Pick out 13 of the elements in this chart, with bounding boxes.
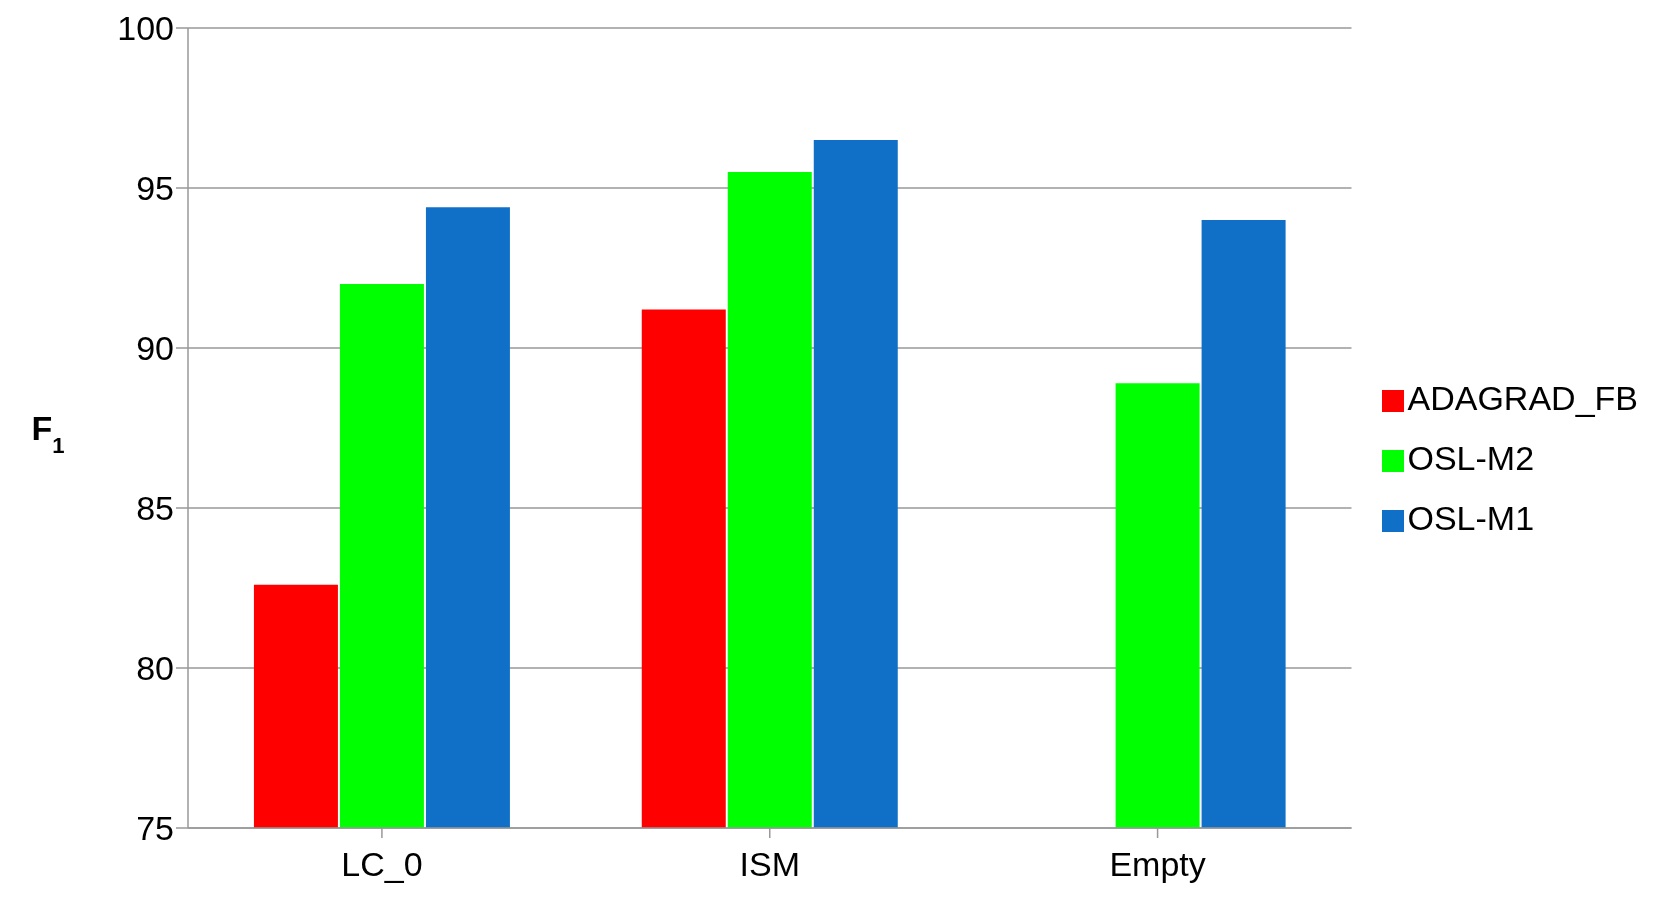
x-tick-label: LC_0 bbox=[341, 845, 423, 884]
x-tick-label: Empty bbox=[1109, 845, 1206, 884]
y-tick-label: 80 bbox=[136, 649, 174, 688]
legend-label: OSL-M1 bbox=[1407, 499, 1535, 537]
y-tick-label: 75 bbox=[136, 809, 174, 848]
y-tick-label: 90 bbox=[136, 329, 174, 368]
y-axis-title: F$_{1}$ bbox=[31, 409, 65, 458]
legend-label: ADAGRAD_FB bbox=[1407, 379, 1638, 417]
y-tick-label: 100 bbox=[117, 9, 174, 48]
y-tick-label: 85 bbox=[136, 489, 174, 528]
legend-label: OSL-M2 bbox=[1407, 439, 1535, 477]
y-tick-label: 95 bbox=[136, 169, 174, 208]
x-tick-label: ISM bbox=[739, 845, 800, 884]
